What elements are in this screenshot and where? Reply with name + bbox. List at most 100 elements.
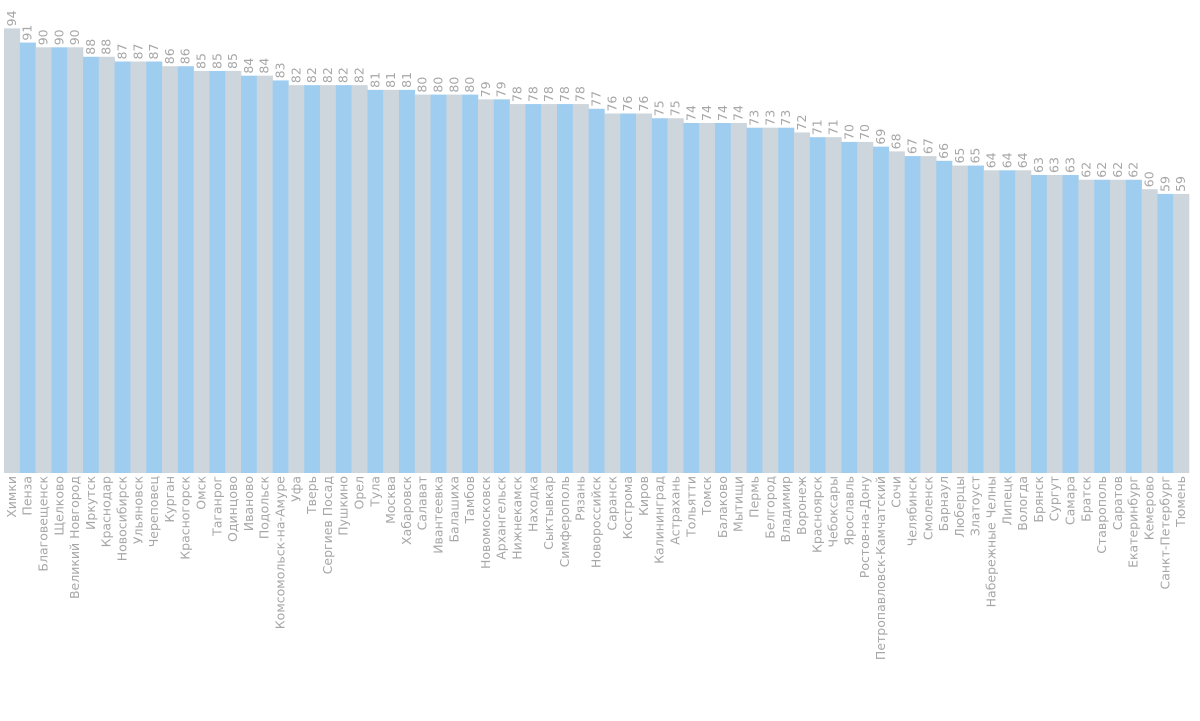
category-label: Симферополь <box>557 476 572 567</box>
bar <box>367 89 384 474</box>
value-label: 75 <box>652 100 667 116</box>
category-label: Белгород <box>762 476 777 539</box>
bar <box>952 165 969 474</box>
value-label: 82 <box>352 67 367 83</box>
value-label: 75 <box>668 100 683 116</box>
bar <box>225 70 242 473</box>
bar <box>288 85 305 473</box>
bar <box>1157 193 1174 473</box>
category-label: Иркутск <box>83 476 98 530</box>
bar <box>335 85 352 473</box>
bar <box>746 127 763 474</box>
category-label: Златоуст <box>968 476 983 536</box>
category-label: Красногорск <box>178 476 193 560</box>
category-label: Ивантеевка <box>431 476 446 554</box>
bar <box>177 66 194 473</box>
value-label: 71 <box>826 119 841 135</box>
value-label: 86 <box>162 48 177 64</box>
value-label: 90 <box>51 29 66 45</box>
category-label: Новороссийск <box>589 476 604 569</box>
value-label: 73 <box>747 110 762 126</box>
category-label: Сочи <box>889 476 904 508</box>
bar <box>841 141 858 473</box>
bar <box>35 47 52 474</box>
value-label: 76 <box>636 96 651 112</box>
category-label: Чебоксары <box>826 476 841 548</box>
value-label: 77 <box>589 91 604 107</box>
category-label: Брянск <box>1031 476 1046 523</box>
bar <box>146 61 163 474</box>
category-label: Владимир <box>778 476 793 543</box>
bar <box>778 127 795 474</box>
category-label: Химки <box>4 476 19 518</box>
bar <box>888 151 905 474</box>
category-label: Ульяновск <box>130 476 145 545</box>
category-label: Балашиха <box>446 476 461 543</box>
value-label: 80 <box>446 77 461 93</box>
bar <box>399 89 416 474</box>
category-label: Таганрог <box>209 476 224 537</box>
value-label: 82 <box>304 67 319 83</box>
category-label: Курган <box>162 476 177 523</box>
value-label: 94 <box>4 10 19 26</box>
value-label: 82 <box>320 67 335 83</box>
value-label: 66 <box>936 143 951 159</box>
value-label: 62 <box>1126 162 1141 178</box>
bar <box>794 132 811 473</box>
value-label: 69 <box>873 129 888 145</box>
bar <box>715 122 732 473</box>
bar <box>193 70 210 473</box>
bar <box>904 156 921 473</box>
category-label: Архангельск <box>494 476 509 560</box>
bar <box>667 118 684 473</box>
value-label: 74 <box>699 105 714 121</box>
value-label: 78 <box>510 86 525 102</box>
category-label: Саранск <box>604 476 619 531</box>
bar <box>1062 175 1079 473</box>
category-label: Иваново <box>241 476 256 531</box>
category-label: Новомосковск <box>478 476 493 569</box>
category-label: Петропавловск-Камчатский <box>873 476 888 660</box>
value-label: 80 <box>431 77 446 93</box>
value-label: 85 <box>194 53 209 69</box>
value-label: 67 <box>920 138 935 154</box>
bar <box>446 94 463 473</box>
category-label: Кемерово <box>1142 476 1157 540</box>
category-label: Салават <box>415 476 430 530</box>
bar <box>541 104 558 473</box>
bar <box>1015 170 1032 473</box>
category-label: Находка <box>525 476 540 532</box>
value-label: 82 <box>336 67 351 83</box>
value-label: 84 <box>241 58 256 74</box>
bar <box>414 94 431 473</box>
category-label: Балаково <box>715 476 730 538</box>
value-label: 85 <box>225 53 240 69</box>
category-label: Нижнекамск <box>510 476 525 560</box>
bar <box>462 94 479 473</box>
category-label: Астрахань <box>668 476 683 545</box>
value-label: 87 <box>146 44 161 60</box>
value-label: 74 <box>715 105 730 121</box>
category-label: Одинцово <box>225 476 240 542</box>
bar <box>651 118 668 473</box>
category-label: Пушкино <box>336 476 351 536</box>
bar <box>114 61 131 474</box>
bar <box>1125 179 1142 474</box>
bar <box>98 56 115 473</box>
bar <box>730 122 747 473</box>
value-label: 76 <box>620 96 635 112</box>
bar <box>1110 179 1127 474</box>
bar <box>999 170 1016 473</box>
value-label: 79 <box>494 81 509 97</box>
bar <box>825 137 842 474</box>
category-label: Калининград <box>652 476 667 564</box>
value-label: 60 <box>1142 171 1157 187</box>
value-label: 62 <box>1110 162 1125 178</box>
category-label: Барнаул <box>936 476 951 531</box>
bar <box>256 75 273 474</box>
value-label: 71 <box>810 119 825 135</box>
value-label: 70 <box>841 124 856 140</box>
value-label: 67 <box>905 138 920 154</box>
value-label: 74 <box>683 105 698 121</box>
